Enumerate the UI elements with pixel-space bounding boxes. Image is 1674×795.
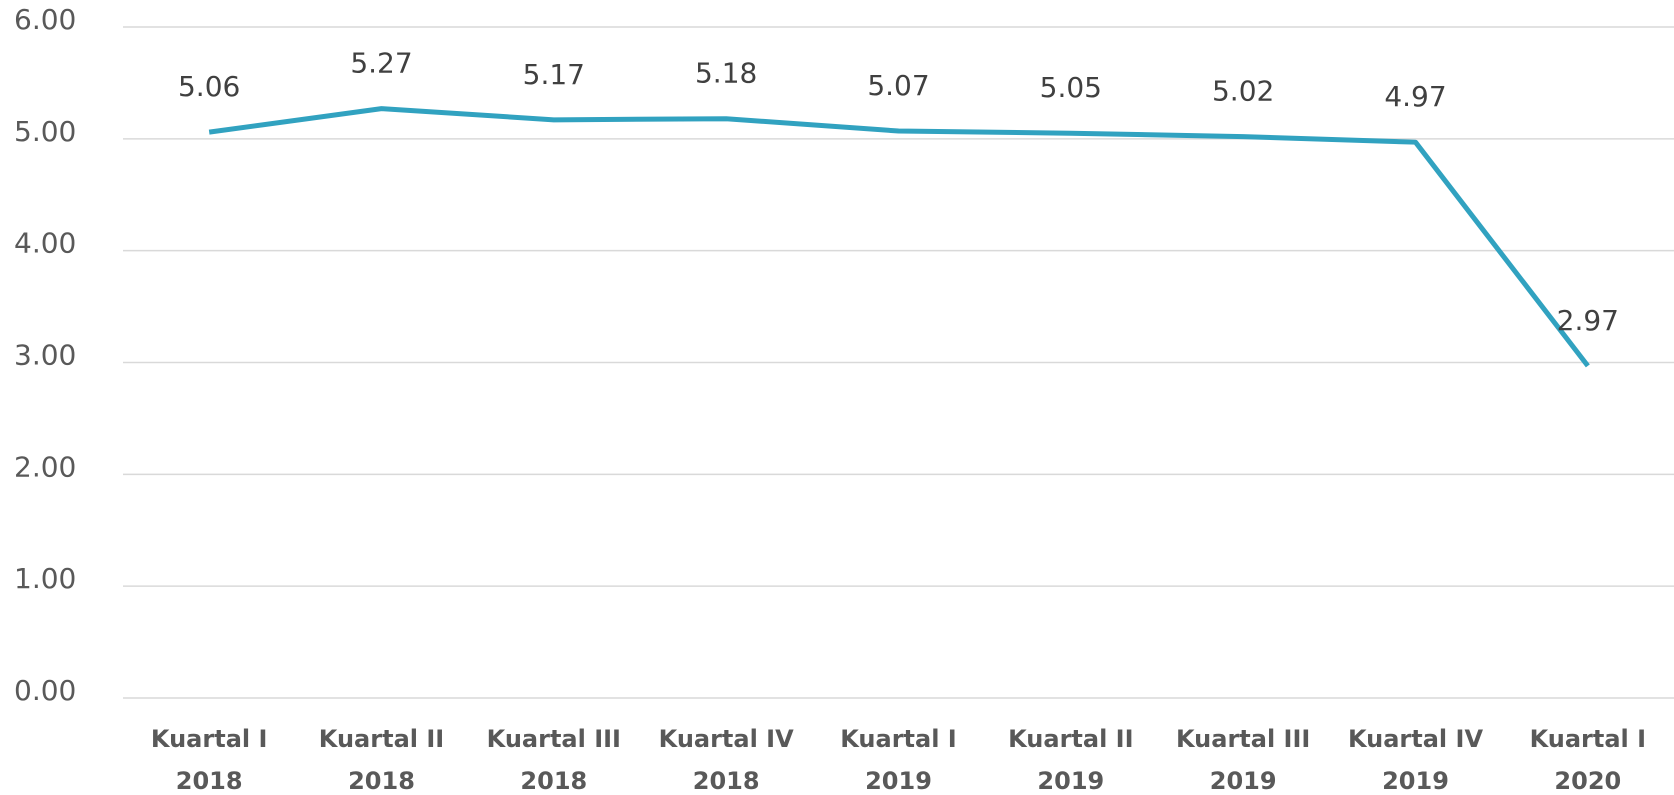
x-tick-label: 2019: [865, 767, 932, 795]
x-tick-label: 2018: [348, 767, 415, 795]
data-label: 2.97: [1557, 304, 1619, 337]
y-tick-label: 2.00: [14, 450, 76, 483]
y-tick-label: 3.00: [14, 339, 76, 372]
y-tick-label: 4.00: [14, 227, 76, 260]
x-tick-label: Kuartal II: [319, 725, 444, 753]
x-tick-label: 2018: [520, 767, 587, 795]
x-tick-label: 2019: [1037, 767, 1104, 795]
data-label: 4.97: [1384, 80, 1446, 113]
y-tick-label: 1.00: [14, 562, 76, 595]
data-label: 5.07: [867, 69, 929, 102]
x-tick-label: Kuartal IV: [1348, 725, 1483, 753]
x-tick-label: 2018: [693, 767, 760, 795]
x-tick-label: 2019: [1382, 767, 1449, 795]
y-tick-label: 0.00: [14, 674, 76, 707]
data-label: 5.18: [695, 57, 757, 90]
x-tick-label: Kuartal III: [1176, 725, 1310, 753]
x-tick-label: Kuartal III: [487, 725, 621, 753]
data-label: 5.05: [1040, 71, 1102, 104]
x-tick-label: Kuartal II: [1008, 725, 1133, 753]
y-tick-label: 5.00: [14, 115, 76, 148]
data-label: 5.17: [523, 58, 585, 91]
x-tick-label: Kuartal IV: [659, 725, 794, 753]
y-tick-label: 6.00: [14, 3, 76, 36]
data-label: 5.06: [178, 70, 240, 103]
data-line: [208, 106, 1590, 368]
data-label: 5.27: [350, 47, 412, 80]
x-tick-label: Kuartal I: [840, 725, 956, 753]
x-tick-label: 2019: [1210, 767, 1277, 795]
x-tick-label: Kuartal I: [151, 725, 267, 753]
data-label: 5.02: [1212, 75, 1274, 108]
x-tick-label: 2020: [1554, 767, 1621, 795]
x-tick-label: 2018: [176, 767, 243, 795]
x-tick-label: Kuartal I: [1530, 725, 1646, 753]
